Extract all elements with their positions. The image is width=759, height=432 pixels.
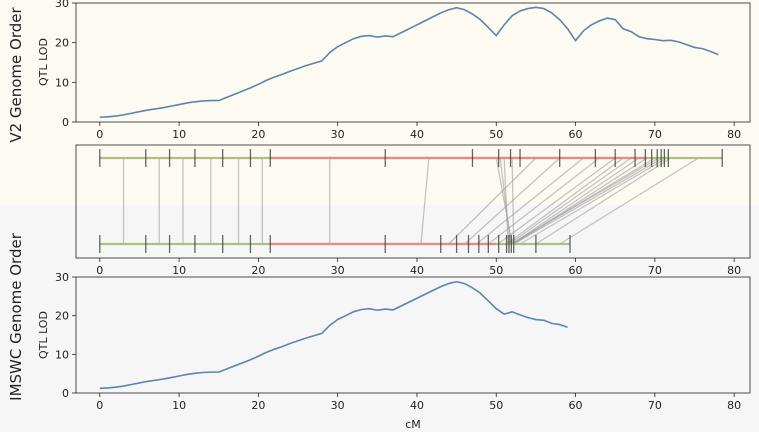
marker-connector	[513, 157, 664, 245]
bottom-lod-xtick-label: 70	[648, 399, 662, 412]
top-lod-series-line	[99, 6, 719, 119]
top-lod-xtick-label: 0	[96, 128, 103, 141]
marker-xtick-label: 80	[727, 264, 741, 277]
top-lod-xtick-label: 60	[569, 128, 583, 141]
marker-connector	[511, 157, 640, 245]
top-lod-ytick-label: 10	[55, 76, 69, 89]
marker-xtick-label: 40	[410, 264, 424, 277]
bottom-lod-ytick-label: 30	[55, 271, 69, 284]
top-lod-xtick-label: 70	[648, 128, 662, 141]
bottom-group-background	[0, 205, 759, 432]
marker-xtick-label: 20	[251, 264, 265, 277]
bottom-lod-ytick-label: 10	[55, 348, 69, 361]
marker-alignment-frame	[75, 144, 751, 259]
top-lod-xtick-label: 10	[172, 128, 186, 141]
marker-connector	[495, 157, 513, 245]
marker-connector	[559, 157, 699, 245]
marker-connector	[499, 157, 512, 245]
bottom-lod-series-line	[99, 280, 568, 390]
top-lod-xtick-label: 20	[251, 128, 265, 141]
marker-xtick-label: 0	[96, 264, 103, 277]
marker-connector	[476, 157, 584, 245]
bottom-lod-panel: QTL LOD cM 0 10 20 30 0 10 20 30 40 50 60 70 80	[37, 271, 751, 431]
bottom-lod-xtick-label: 10	[172, 399, 186, 412]
marker-connector	[519, 157, 668, 245]
marker-connector	[510, 157, 660, 245]
bottom-lod-xtick-label: 0	[96, 399, 103, 412]
top-lod-frame	[75, 2, 751, 123]
bottom-lod-xtick-label: 50	[489, 399, 503, 412]
top-lod-ytick-label: 0	[62, 116, 69, 129]
marker-connector	[464, 157, 561, 245]
marker-xtick-label: 30	[331, 264, 345, 277]
top-group-label: V2 Genome Order	[7, 7, 25, 143]
top-lod-xtick-label: 50	[489, 128, 503, 141]
marker-connector	[448, 157, 537, 245]
top-lod-ytick-label: 30	[55, 0, 69, 10]
bottom-lod-xtick-label: 60	[569, 399, 583, 412]
marker-connector	[497, 157, 616, 245]
bottom-lod-frame	[75, 276, 751, 394]
top-lod-xtick-label: 30	[331, 128, 345, 141]
bottom-lod-ytick-label: 0	[62, 387, 69, 400]
bottom-lod-xtick-label: 80	[727, 399, 741, 412]
marker-xtick-label: 60	[569, 264, 583, 277]
top-lod-ytick-label: 20	[55, 37, 69, 50]
marker-connector	[508, 157, 632, 245]
marker-connector	[487, 157, 600, 245]
bottom-lod-xlabel: cM	[405, 418, 421, 431]
marker-alignment-panel: 0 10 20 30 40 50 60 70 80	[75, 144, 751, 277]
marker-xtick-label: 70	[648, 264, 662, 277]
bottom-lod-ylabel: QTL LOD	[37, 311, 50, 359]
marker-connector	[506, 157, 624, 245]
marker-connector	[420, 157, 430, 245]
bottom-lod-xtick-label: 40	[410, 399, 424, 412]
top-lod-xtick-label: 40	[410, 128, 424, 141]
marker-connector	[535, 157, 672, 245]
bottom-lod-xtick-label: 20	[251, 399, 265, 412]
bottom-group-label: IMSWC Genome Order	[7, 232, 25, 401]
top-lod-panel: QTL LOD 0 10 20 30 0 10 20 30 40 50 60 70 80	[37, 0, 751, 141]
marker-xtick-label: 50	[489, 264, 503, 277]
bottom-lod-ytick-label: 20	[55, 310, 69, 323]
top-lod-ylabel: QTL LOD	[37, 38, 50, 86]
marker-xtick-label: 10	[172, 264, 186, 277]
bottom-lod-xtick-label: 30	[331, 399, 345, 412]
top-lod-xtick-label: 80	[727, 128, 741, 141]
